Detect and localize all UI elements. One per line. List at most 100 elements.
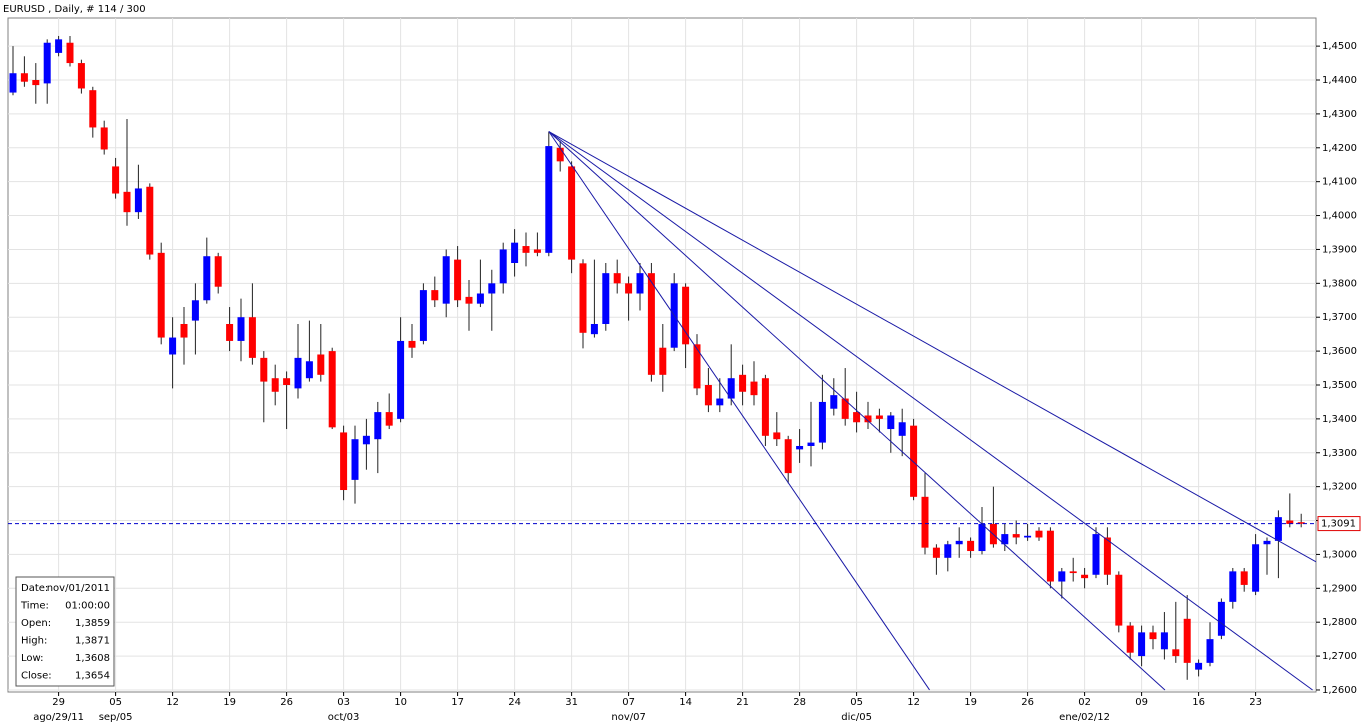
candle-body xyxy=(454,259,462,301)
candle-body xyxy=(1229,571,1237,602)
y-tick-label: 1,3300 xyxy=(1322,448,1357,459)
candle-body xyxy=(123,191,131,213)
candle-body xyxy=(659,347,667,375)
candle-body xyxy=(1149,632,1157,640)
candle-body xyxy=(397,340,405,419)
y-tick-label: 1,2900 xyxy=(1322,583,1357,594)
candle-body xyxy=(294,357,302,389)
y-tick-label: 1,3800 xyxy=(1322,278,1357,289)
marks xyxy=(8,35,1316,691)
y-tick-label: 1,3200 xyxy=(1322,482,1357,493)
y-tick-label: 1,3900 xyxy=(1322,244,1357,255)
info-key: Date: xyxy=(21,583,48,594)
candle-body xyxy=(910,425,918,497)
candle-body xyxy=(408,340,416,348)
candle-body xyxy=(1092,534,1100,575)
candle-body xyxy=(146,186,154,255)
candle-body xyxy=(55,39,63,53)
candle-body xyxy=(1138,632,1146,657)
y-tick-label: 1,3400 xyxy=(1322,414,1357,425)
x-tick-label: 24 xyxy=(508,697,521,708)
x-tick-label: 12 xyxy=(907,697,920,708)
candle-body xyxy=(1035,530,1043,538)
candle-body xyxy=(1274,517,1282,541)
candle-body xyxy=(1297,522,1305,524)
candle-body xyxy=(875,415,883,419)
candle-body xyxy=(898,422,906,436)
candle-body xyxy=(932,547,940,558)
candle-body xyxy=(784,439,792,474)
candle-body xyxy=(89,90,97,128)
candle-body xyxy=(533,249,541,253)
candle-body xyxy=(773,432,781,440)
y-tick-label: 1,4100 xyxy=(1322,177,1357,188)
candle-body xyxy=(32,80,40,86)
y-tick-label: 1,3000 xyxy=(1322,549,1357,560)
candle-body xyxy=(545,146,553,253)
x-tick-label: 21 xyxy=(736,697,749,708)
candle-body xyxy=(1103,537,1111,575)
candle-body xyxy=(1012,534,1020,538)
candle-body xyxy=(351,439,359,480)
candle-body xyxy=(305,361,313,379)
candle-body xyxy=(921,496,929,548)
candle-body xyxy=(499,249,507,284)
candle-body xyxy=(431,290,439,301)
x-tick-label: 03 xyxy=(337,697,350,708)
candle-body xyxy=(1252,544,1260,592)
candle-body xyxy=(1046,530,1054,582)
candle-body xyxy=(636,273,644,294)
x-tick-label: 07 xyxy=(622,697,635,708)
y-tick-label: 1,4200 xyxy=(1322,143,1357,154)
x-tick-label: 05 xyxy=(109,697,122,708)
candle-body xyxy=(340,432,348,491)
x-tick-label: 29 xyxy=(52,697,65,708)
candle-body xyxy=(796,445,804,450)
candle-body xyxy=(191,300,199,321)
candle-body xyxy=(1240,571,1248,585)
y-tick-label: 1,4500 xyxy=(1322,41,1357,52)
candle-body xyxy=(511,242,519,263)
candle-body xyxy=(374,412,382,440)
x-tick-label: 19 xyxy=(223,697,236,708)
candle-body xyxy=(944,544,952,558)
x-tick-label: 09 xyxy=(1135,697,1148,708)
x-tick-label: 14 xyxy=(679,697,692,708)
trendline xyxy=(548,131,1166,691)
candle-body xyxy=(362,435,370,445)
candle-body xyxy=(157,252,165,338)
candle-body xyxy=(1160,632,1168,650)
candle-body xyxy=(237,317,245,341)
candle-body xyxy=(590,323,598,335)
current-price-label: 1,3091 xyxy=(1321,519,1356,530)
candle-body xyxy=(579,263,587,333)
candle-body xyxy=(328,351,336,428)
x-group-label: nov/07 xyxy=(611,712,645,723)
trendline xyxy=(548,131,930,691)
y-tick-label: 1,4400 xyxy=(1322,75,1357,86)
trendline xyxy=(548,131,1313,691)
candle-body xyxy=(1081,574,1089,579)
x-tick-label: 12 xyxy=(166,697,179,708)
candle-body xyxy=(260,357,268,382)
candle-body xyxy=(522,246,530,253)
candle-body xyxy=(704,384,712,406)
candle-body xyxy=(180,323,188,338)
candle-body xyxy=(112,166,120,194)
y-tick-label: 1,2600 xyxy=(1322,685,1357,696)
x-tick-label: 16 xyxy=(1192,697,1205,708)
info-value: 1,3871 xyxy=(75,636,110,647)
candle-body xyxy=(727,378,735,399)
candle-body xyxy=(955,540,963,545)
info-key: Low: xyxy=(21,653,44,664)
candle-body xyxy=(853,412,861,423)
y-tick-label: 1,2800 xyxy=(1322,617,1357,628)
y-tick-label: 1,3700 xyxy=(1322,312,1357,323)
info-key: High: xyxy=(21,636,47,647)
candle-body xyxy=(625,283,633,294)
y-tick-label: 1,4000 xyxy=(1322,211,1357,222)
candle-body xyxy=(967,540,975,552)
candle-body xyxy=(488,283,496,294)
candle-body xyxy=(134,188,142,213)
